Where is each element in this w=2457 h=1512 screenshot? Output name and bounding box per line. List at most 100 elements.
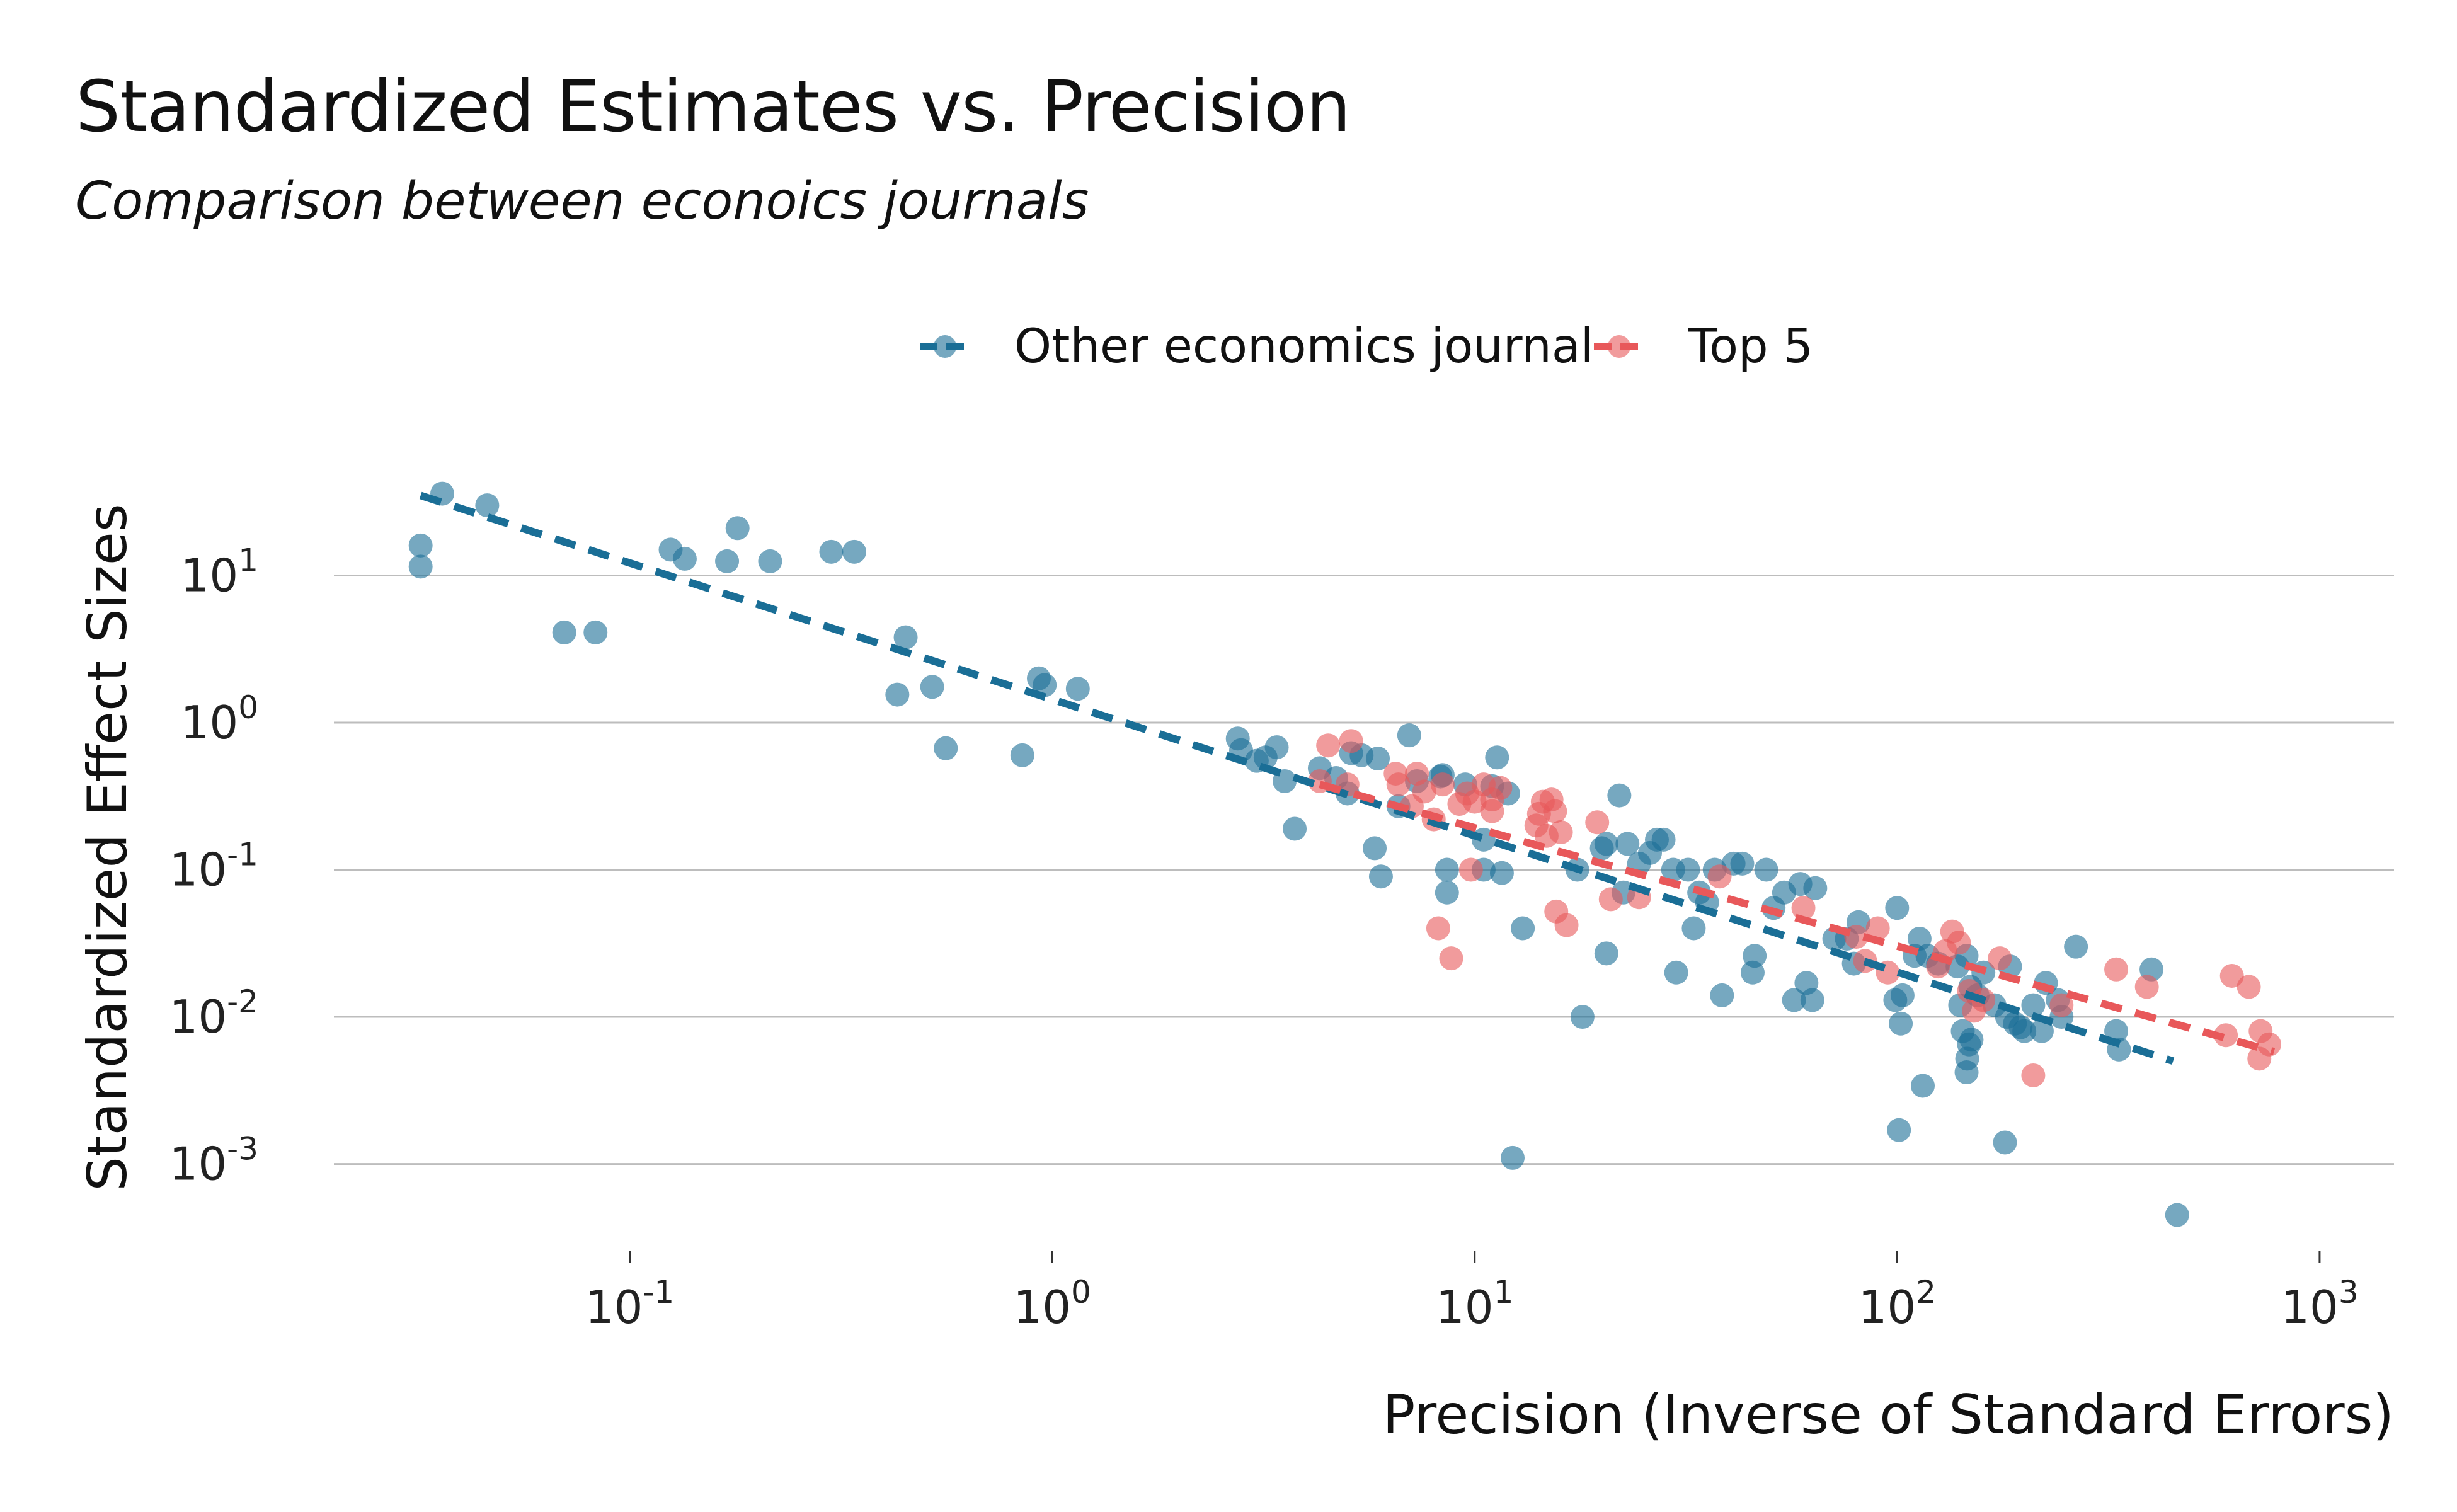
chart-title: Standardized Estimates vs. Precision: [76, 66, 1351, 148]
x-tick-label-exponent: 3: [2339, 1274, 2359, 1310]
data-point-other: [725, 516, 750, 541]
x-tick-label-base: 10: [1013, 1281, 1071, 1334]
data-point-other: [672, 546, 697, 571]
x-axis-ticks: 10-1 100 101 102 103: [585, 1251, 2359, 1334]
data-point-other: [1607, 783, 1632, 808]
x-tick-label-exponent: 2: [1916, 1274, 1936, 1310]
y-tick-label-base: 10: [169, 844, 227, 896]
data-point-top5: [1488, 776, 1513, 800]
data-point-top5: [2214, 1023, 2238, 1048]
x-tick-label-base: 10: [1858, 1281, 1916, 1334]
x-tick-label-exponent: 1: [1494, 1274, 1514, 1310]
data-point-other: [934, 736, 958, 760]
legend: Other economics journal Top 5: [920, 318, 1813, 374]
data-point-top5: [2219, 963, 2244, 988]
y-tick-label: 10-3: [169, 1131, 258, 1191]
data-point-top5: [1339, 729, 1363, 753]
data-point-top5: [1707, 864, 1732, 889]
data-point-other: [1730, 851, 1755, 876]
data-point-other: [1435, 857, 1459, 882]
data-point-other: [1511, 916, 1535, 941]
data-point-other: [583, 620, 608, 644]
data-point-other: [1885, 896, 1910, 920]
data-point-top5: [1988, 946, 2012, 971]
trend-line-other: [419, 491, 2175, 1065]
y-tick-label-base: 10: [181, 549, 239, 602]
y-tick-label: 101: [181, 542, 258, 602]
data-point-other: [1594, 941, 1618, 966]
data-point-other: [1800, 988, 1824, 1012]
data-point-top5: [1405, 762, 1429, 786]
data-point-other: [1489, 861, 1514, 885]
legend-swatch-point-top5: [1608, 335, 1630, 358]
data-point-other: [1681, 916, 1706, 941]
data-point-top5: [1865, 916, 1890, 941]
data-point-top5: [2134, 975, 2159, 999]
y-tick-label-base: 10: [169, 990, 227, 1043]
x-tick-label-exponent: -1: [643, 1274, 674, 1310]
data-point-other: [1594, 832, 1618, 856]
data-point-other: [920, 675, 944, 699]
chart-subtitle: Comparison between econoics journals: [76, 171, 1089, 231]
data-point-other: [1911, 1074, 1935, 1098]
y-tick-label-exponent: -1: [227, 837, 258, 873]
x-tick-label: 100: [1013, 1274, 1091, 1334]
legend-label-other: Other economics journal: [1014, 318, 1594, 374]
data-point-other: [1710, 983, 1734, 1007]
data-point-other: [408, 533, 433, 558]
data-point-other: [1366, 747, 1390, 771]
data-point-other: [408, 554, 433, 579]
data-point-other: [1782, 988, 1806, 1012]
y-axis-label: Standardized Effect Sizes: [76, 503, 139, 1191]
y-tick-label-exponent: -3: [227, 1131, 258, 1167]
x-tick-label-base: 10: [2281, 1281, 2339, 1334]
y-tick-label-base: 10: [169, 1138, 227, 1191]
data-point-other: [885, 682, 910, 707]
data-point-top5: [1439, 946, 1463, 971]
data-point-other: [1363, 836, 1387, 861]
data-point-other: [1264, 735, 1289, 760]
y-tick-label: 100: [181, 689, 258, 749]
data-point-other: [1993, 1130, 2017, 1155]
data-point-other: [2029, 1019, 2054, 1043]
data-point-other: [2165, 1203, 2189, 1227]
data-point-other: [1501, 1145, 1525, 1170]
data-point-top5: [1947, 931, 1971, 955]
legend-swatch-point-other: [934, 335, 956, 358]
data-point-other: [475, 493, 500, 518]
data-point-top5: [1386, 772, 1411, 797]
x-tick-label: 101: [1436, 1274, 1513, 1334]
data-points: [408, 481, 2281, 1227]
data-point-other: [1664, 960, 1688, 985]
data-point-top5: [1585, 810, 1610, 835]
y-tick-label-exponent: 1: [238, 542, 258, 579]
y-tick-label-exponent: 0: [238, 689, 258, 726]
data-point-top5: [2257, 1032, 2281, 1057]
data-point-top5: [1598, 887, 1623, 912]
data-point-top5: [1430, 772, 1455, 797]
data-point-other: [1890, 983, 1915, 1007]
trend-lines: [419, 491, 2276, 1065]
data-point-top5: [1480, 799, 1504, 823]
y-tick-label: 10-1: [169, 837, 258, 896]
data-point-top5: [2021, 1063, 2046, 1087]
data-point-other: [1754, 857, 1778, 882]
y-tick-label: 10-2: [169, 983, 258, 1043]
data-point-other: [1676, 857, 1700, 882]
data-point-top5: [2236, 975, 2261, 999]
data-point-other: [1889, 1011, 1913, 1036]
data-point-other: [552, 620, 576, 644]
grid-lines: [334, 575, 2394, 1166]
data-point-other: [1803, 876, 1828, 900]
trend-line-top5: [1319, 781, 2276, 1056]
data-point-other: [715, 549, 740, 573]
x-tick-label-base: 10: [1436, 1281, 1494, 1334]
x-tick-label: 102: [1858, 1274, 1936, 1334]
data-point-other: [842, 539, 866, 564]
x-tick-label-exponent: 0: [1071, 1274, 1091, 1310]
y-tick-label-base: 10: [181, 696, 239, 749]
data-point-top5: [1549, 820, 1573, 844]
data-point-other: [1368, 864, 1393, 889]
